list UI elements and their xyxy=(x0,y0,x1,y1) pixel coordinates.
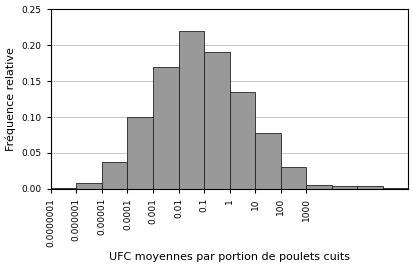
X-axis label: UFC moyennes par portion de poulets cuits: UFC moyennes par portion de poulets cuit… xyxy=(109,252,349,262)
Bar xyxy=(127,117,152,189)
Bar xyxy=(229,92,254,189)
Bar xyxy=(204,52,229,189)
Y-axis label: Fréquence relative: Fréquence relative xyxy=(5,47,16,151)
Bar xyxy=(152,67,178,189)
Bar xyxy=(331,186,356,189)
Bar xyxy=(280,168,306,189)
Bar xyxy=(102,162,127,189)
Bar xyxy=(306,185,331,189)
Bar xyxy=(254,133,280,189)
Bar xyxy=(178,31,204,189)
Bar xyxy=(356,186,382,189)
Bar xyxy=(76,183,102,189)
Bar xyxy=(382,188,408,189)
Bar xyxy=(51,188,76,189)
